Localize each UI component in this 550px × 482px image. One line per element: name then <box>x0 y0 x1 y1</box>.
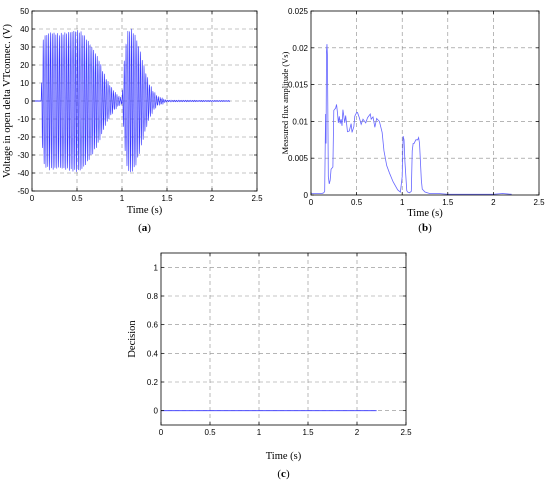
y-tick-label: 30 <box>20 43 29 52</box>
x-tick-label: 2 <box>210 194 215 203</box>
panel-label: (b) <box>418 222 432 234</box>
y-axis-label: Measured flux amplitude (Vs) <box>280 51 290 154</box>
panel-label: (a) <box>138 222 151 234</box>
x-tick-label: 2.5 <box>400 428 412 437</box>
x-tick-label: 0 <box>159 428 164 437</box>
y-tick-label: -20 <box>17 133 29 142</box>
panel-label: (c) <box>277 468 290 480</box>
y-tick-label: 10 <box>20 79 29 88</box>
y-tick-label: -30 <box>17 151 29 160</box>
y-tick-label: -40 <box>17 169 29 178</box>
y-tick-label: 0.02 <box>292 44 308 53</box>
x-tick-label: 2 <box>491 198 496 207</box>
y-tick-label: 0 <box>154 407 159 416</box>
x-tick-label: 1 <box>120 194 125 203</box>
y-tick-label: 0 <box>304 191 309 200</box>
x-tick-label: 1 <box>257 428 262 437</box>
y-tick-label: 20 <box>20 61 29 70</box>
y-tick-label: 0.2 <box>147 378 159 387</box>
y-tick-label: 0.025 <box>288 7 309 16</box>
x-axis-label: Time (s) <box>266 451 302 462</box>
x-tick-label: 0.5 <box>204 428 216 437</box>
plot-area <box>311 11 539 195</box>
y-tick-label: 0.01 <box>292 117 308 126</box>
x-tick-label: 2.5 <box>251 194 263 203</box>
x-tick-label: 1.5 <box>442 198 454 207</box>
series-line <box>32 28 231 173</box>
y-tick-label: 50 <box>20 7 29 16</box>
y-tick-label: 1 <box>154 263 159 272</box>
y-axis-label: Decision <box>127 320 138 358</box>
axes-box <box>310 10 540 196</box>
y-tick-label: 0.8 <box>147 292 159 301</box>
y-tick-label: 0.4 <box>147 349 159 358</box>
y-tick-label: -50 <box>17 187 29 196</box>
x-axis-label: Time (s) <box>407 208 443 219</box>
x-tick-label: 1.5 <box>161 194 173 203</box>
plot-area <box>161 253 406 425</box>
x-tick-label: 0.5 <box>71 194 83 203</box>
y-tick-label: 0.005 <box>288 154 309 163</box>
y-tick-label: 0 <box>25 97 30 106</box>
axes-box <box>160 252 407 426</box>
x-tick-label: 1.5 <box>302 428 314 437</box>
x-tick-label: 2.5 <box>533 198 545 207</box>
y-tick-label: -10 <box>17 115 29 124</box>
y-axis-label: Voltage in open delta VTconnec. (V) <box>2 23 13 178</box>
x-tick-label: 2 <box>355 428 360 437</box>
x-tick-label: 1 <box>400 198 405 207</box>
chart-panel-c: 0 0.5 1 1.5 2 2.5 0 0.2 0.4 0.6 0.8 1 Time (s) Decisi… <box>127 252 412 480</box>
chart-panel-a: 0 0.5 1 1.5 2 2.5 -50 -40 -30 -20 -10 0 10 20 30 40 50 Ti… <box>2 7 263 234</box>
x-tick-label: 0 <box>309 198 314 207</box>
x-tick-label: 0.5 <box>351 198 363 207</box>
x-axis-label: Time (s) <box>127 205 163 216</box>
y-tick-label: 0.6 <box>147 321 159 330</box>
chart-panel-b: 0 0.5 1 1.5 2 2.5 0 0.005 0.01 0.015 0.02 0.025 Time… <box>280 7 545 234</box>
y-tick-label: 40 <box>20 25 29 34</box>
y-tick-label: 0.015 <box>288 81 309 90</box>
series-line <box>311 44 512 195</box>
x-tick-label: 0 <box>30 194 35 203</box>
